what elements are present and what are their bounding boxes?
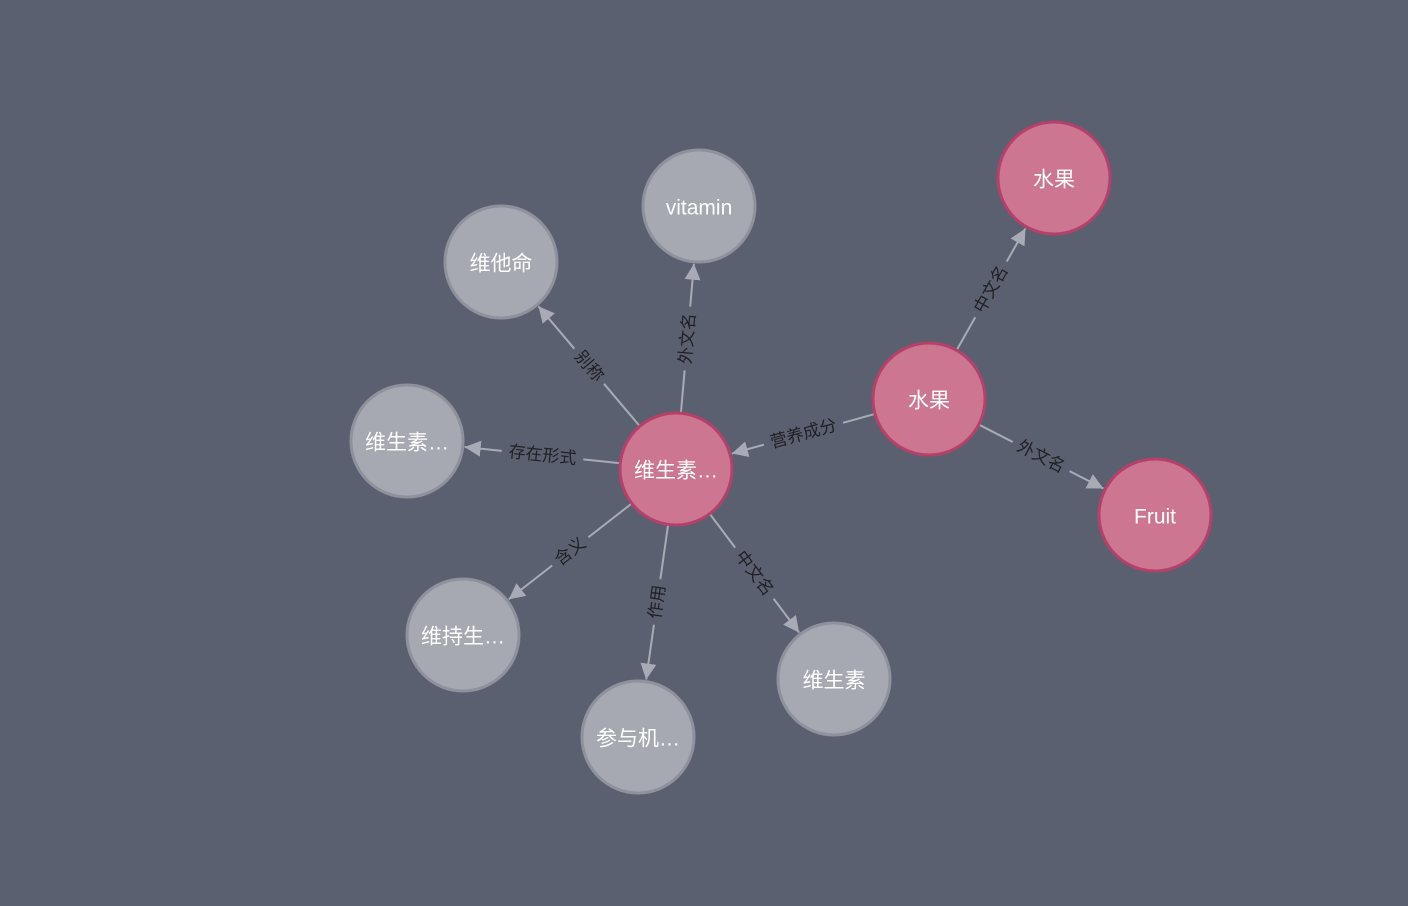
node-vitamin-en[interactable]: vitamin xyxy=(641,148,757,264)
node-vitamin-form[interactable]: 维生素… xyxy=(349,383,465,499)
node-label: 维他命 xyxy=(470,253,533,276)
edge-line-start xyxy=(955,316,977,351)
edge-line-start xyxy=(978,423,1014,443)
edge-label: 外文名 xyxy=(676,312,699,364)
node-vitamin-main[interactable]: 维生素… xyxy=(618,411,734,527)
node-label: 维生素… xyxy=(365,432,449,455)
edge-label: 别称 xyxy=(571,347,607,385)
node-label: Fruit xyxy=(1134,506,1176,529)
node-vitamin-role[interactable]: 参与机… xyxy=(580,679,696,795)
edge-line-arrow xyxy=(640,624,657,680)
node-fruit-main[interactable]: 水果 xyxy=(871,341,987,457)
edge-vitamin-main-to-vitamin-cn[interactable]: 中文名 xyxy=(708,513,800,634)
node-label: 维生素… xyxy=(634,460,718,483)
edge-line-start xyxy=(842,412,876,424)
node-circle[interactable] xyxy=(618,411,734,527)
node-vitamin-meaning[interactable]: 维持生… xyxy=(405,577,521,693)
edge-label: 中文名 xyxy=(731,547,777,599)
node-label: vitamin xyxy=(666,197,733,220)
node-vitamin-alias[interactable]: 维他命 xyxy=(443,204,559,320)
node-circle[interactable] xyxy=(776,621,892,737)
edge-label: 含义 xyxy=(551,533,589,569)
edge-label: 营养成分 xyxy=(768,416,839,452)
edge-line-start xyxy=(583,458,621,465)
node-label: 水果 xyxy=(908,390,950,413)
node-circle[interactable] xyxy=(871,341,987,457)
edge-line-start xyxy=(708,513,736,549)
node-circle[interactable] xyxy=(405,577,521,693)
node-circle[interactable] xyxy=(349,383,465,499)
node-label: 维持生… xyxy=(421,626,505,649)
edge-line-start xyxy=(603,383,641,427)
edge-vitamin-main-to-vitamin-meaning[interactable]: 含义 xyxy=(508,502,633,601)
edge-label: 存在形式 xyxy=(508,442,578,468)
node-circle[interactable] xyxy=(443,204,559,320)
edge-line-start xyxy=(659,524,670,580)
node-label: 维生素 xyxy=(803,670,866,693)
edge-label: 外文名 xyxy=(1014,436,1068,476)
edge-line-arrow xyxy=(464,440,502,457)
node-circle[interactable] xyxy=(996,120,1112,236)
edge-line-arrow xyxy=(1005,227,1027,263)
edge-line-arrow xyxy=(684,263,701,307)
edge-vitamin-main-to-vitamin-en[interactable]: 外文名 xyxy=(676,263,701,414)
edge-line-arrow xyxy=(731,441,765,457)
edge-vitamin-main-to-vitamin-role[interactable]: 作用 xyxy=(640,524,670,680)
edge-line-arrow xyxy=(1069,470,1104,490)
node-label: 水果 xyxy=(1033,169,1075,192)
node-fruit-en[interactable]: Fruit xyxy=(1097,457,1213,573)
edge-fruit-main-to-fruit-cn[interactable]: 中文名 xyxy=(955,227,1027,351)
edge-line-start xyxy=(587,502,633,539)
edge-fruit-main-to-fruit-en[interactable]: 外文名 xyxy=(978,423,1104,490)
node-circle[interactable] xyxy=(641,148,757,264)
edge-vitamin-main-to-vitamin-alias[interactable]: 别称 xyxy=(537,305,641,427)
node-fruit-cn[interactable]: 水果 xyxy=(996,120,1112,236)
node-circle[interactable] xyxy=(1097,457,1213,573)
edge-line-arrow xyxy=(537,305,576,350)
edge-label: 中文名 xyxy=(970,262,1012,316)
edge-label: 作用 xyxy=(645,584,669,620)
node-circle[interactable] xyxy=(580,679,696,795)
node-vitamin-cn[interactable]: 维生素 xyxy=(776,621,892,737)
edge-fruit-main-to-vitamin-main[interactable]: 营养成分 xyxy=(731,412,876,457)
edge-line-arrow xyxy=(508,564,553,601)
edge-vitamin-main-to-vitamin-form[interactable]: 存在形式 xyxy=(464,440,621,468)
edge-line-arrow xyxy=(772,598,800,634)
node-label: 参与机… xyxy=(596,728,680,751)
edge-line-start xyxy=(679,370,686,414)
